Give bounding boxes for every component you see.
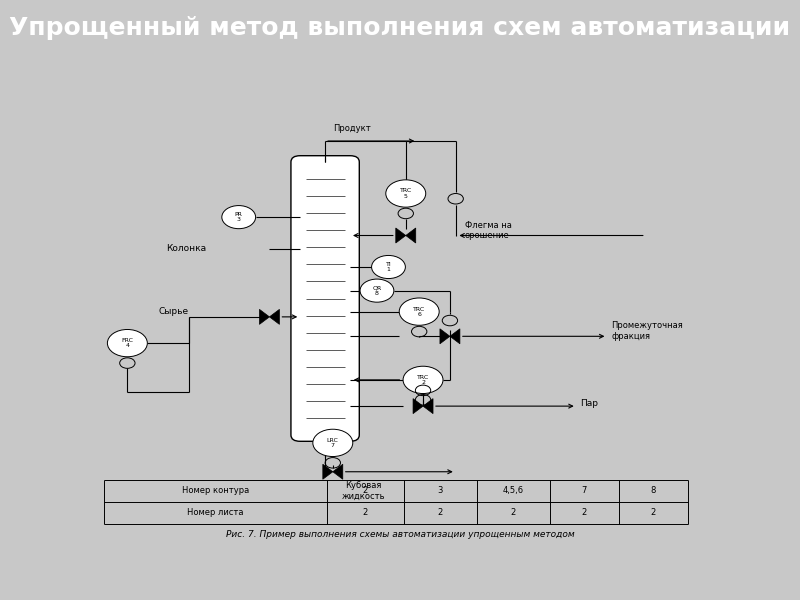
Polygon shape [259, 310, 270, 325]
Circle shape [399, 298, 439, 325]
Text: Флегма на
орошение: Флегма на орошение [465, 221, 512, 240]
Polygon shape [450, 329, 460, 344]
Text: 2: 2 [363, 508, 368, 517]
Text: TRC
6: TRC 6 [413, 307, 426, 317]
Circle shape [107, 329, 147, 357]
Text: 2: 2 [363, 486, 368, 495]
Text: TRC
5: TRC 5 [400, 188, 412, 199]
Text: Рис. 7. Пример выполнения схемы автоматизации упрощенным методом: Рис. 7. Пример выполнения схемы автомати… [226, 530, 574, 539]
Circle shape [386, 180, 426, 207]
Text: 2: 2 [510, 508, 516, 517]
Circle shape [222, 206, 256, 229]
Polygon shape [323, 464, 333, 479]
Text: Пар: Пар [581, 399, 598, 408]
Text: Упрощенный метод выполнения схем автоматизации: Упрощенный метод выполнения схем автомат… [10, 16, 790, 40]
Text: TI
1: TI 1 [386, 262, 391, 272]
Polygon shape [333, 464, 342, 479]
Circle shape [360, 279, 394, 302]
Polygon shape [406, 228, 416, 243]
Text: LRC
7: LRC 7 [327, 438, 338, 448]
Text: Сырье: Сырье [158, 307, 188, 316]
Text: 7: 7 [582, 486, 587, 495]
Polygon shape [440, 329, 450, 344]
Text: 2: 2 [582, 508, 587, 517]
Text: TRC
2: TRC 2 [417, 375, 429, 385]
Text: 4,5,6: 4,5,6 [502, 486, 524, 495]
Text: Колонка: Колонка [166, 244, 206, 253]
Text: Кубовая
жидкость: Кубовая жидкость [342, 481, 386, 500]
Text: 3: 3 [438, 486, 443, 495]
Circle shape [371, 256, 406, 278]
Polygon shape [396, 228, 406, 243]
Polygon shape [270, 310, 279, 325]
Text: QR
8: QR 8 [372, 286, 382, 296]
Text: Продукт: Продукт [333, 124, 370, 133]
Text: Номер контура: Номер контура [182, 486, 250, 495]
FancyBboxPatch shape [291, 155, 359, 441]
Text: FRC
4: FRC 4 [122, 338, 134, 348]
Text: 8: 8 [650, 486, 656, 495]
Circle shape [313, 429, 353, 457]
Text: PR
3: PR 3 [234, 212, 242, 222]
Circle shape [403, 366, 443, 394]
Polygon shape [413, 398, 423, 413]
Polygon shape [423, 398, 433, 413]
Text: 2: 2 [651, 508, 656, 517]
Text: 2: 2 [438, 508, 443, 517]
Text: Номер листа: Номер листа [187, 508, 244, 517]
Text: Промежуточная
фракция: Промежуточная фракция [611, 322, 683, 341]
